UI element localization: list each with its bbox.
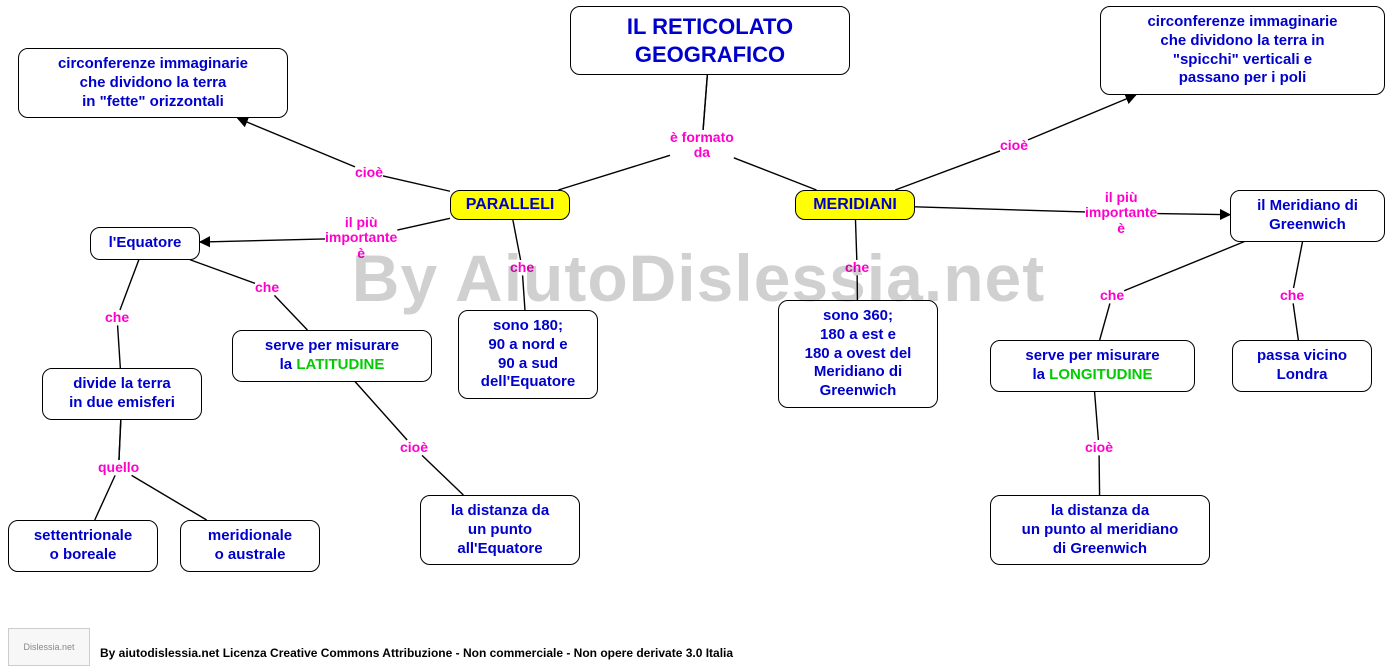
node-par: PARALLELI: [450, 190, 570, 220]
node-sett: settentrionaleo boreale: [8, 520, 158, 572]
link-label-cioe1: cioè: [355, 165, 383, 180]
watermark: By AiutoDislessia.net: [0, 240, 1397, 316]
node-title: IL RETICOLATOGEOGRAFICO: [570, 6, 850, 75]
node-lon: serve per misurarela LONGITUDINE: [990, 340, 1195, 392]
link-label-che2: che: [845, 260, 869, 275]
node-dist_eq: la distanza daun puntoall'Equatore: [420, 495, 580, 565]
node-gw: il Meridiano diGreenwich: [1230, 190, 1385, 242]
node-mer: MERIDIANI: [795, 190, 915, 220]
link-label-cioe2: cioè: [1000, 138, 1028, 153]
node-merid: meridionaleo australe: [180, 520, 320, 572]
link-label-imp2: il piùimportanteè: [1085, 190, 1157, 236]
link-label-che3: che: [255, 280, 279, 295]
node-emis: divide la terrain due emisferi: [42, 368, 202, 420]
node-mer_def: circonferenze immaginarieche dividono la…: [1100, 6, 1385, 95]
node-par_n: sono 180;90 a nord e90 a suddell'Equator…: [458, 310, 598, 399]
node-londra: passa vicinoLondra: [1232, 340, 1372, 392]
link-label-cioe3: cioè: [400, 440, 428, 455]
link-label-cioe4: cioè: [1085, 440, 1113, 455]
link-label-formato: è formatoda: [670, 130, 734, 161]
node-eq: l'Equatore: [90, 227, 200, 260]
node-dist_gw: la distanza daun punto al meridianodi Gr…: [990, 495, 1210, 565]
logo: Dislessia.net: [8, 628, 90, 666]
link-label-imp1: il piùimportanteè: [325, 215, 397, 261]
link-label-che5: che: [1100, 288, 1124, 303]
footer-text: By aiutodislessia.net Licenza Creative C…: [100, 646, 733, 660]
link-label-quello: quello: [98, 460, 139, 475]
node-lat: serve per misurarela LATITUDINE: [232, 330, 432, 382]
link-label-che4: che: [105, 310, 129, 325]
node-mer_n: sono 360;180 a est e180 a ovest delMerid…: [778, 300, 938, 408]
link-label-che1: che: [510, 260, 534, 275]
link-label-che6: che: [1280, 288, 1304, 303]
node-par_def: circonferenze immaginarieche dividono la…: [18, 48, 288, 118]
